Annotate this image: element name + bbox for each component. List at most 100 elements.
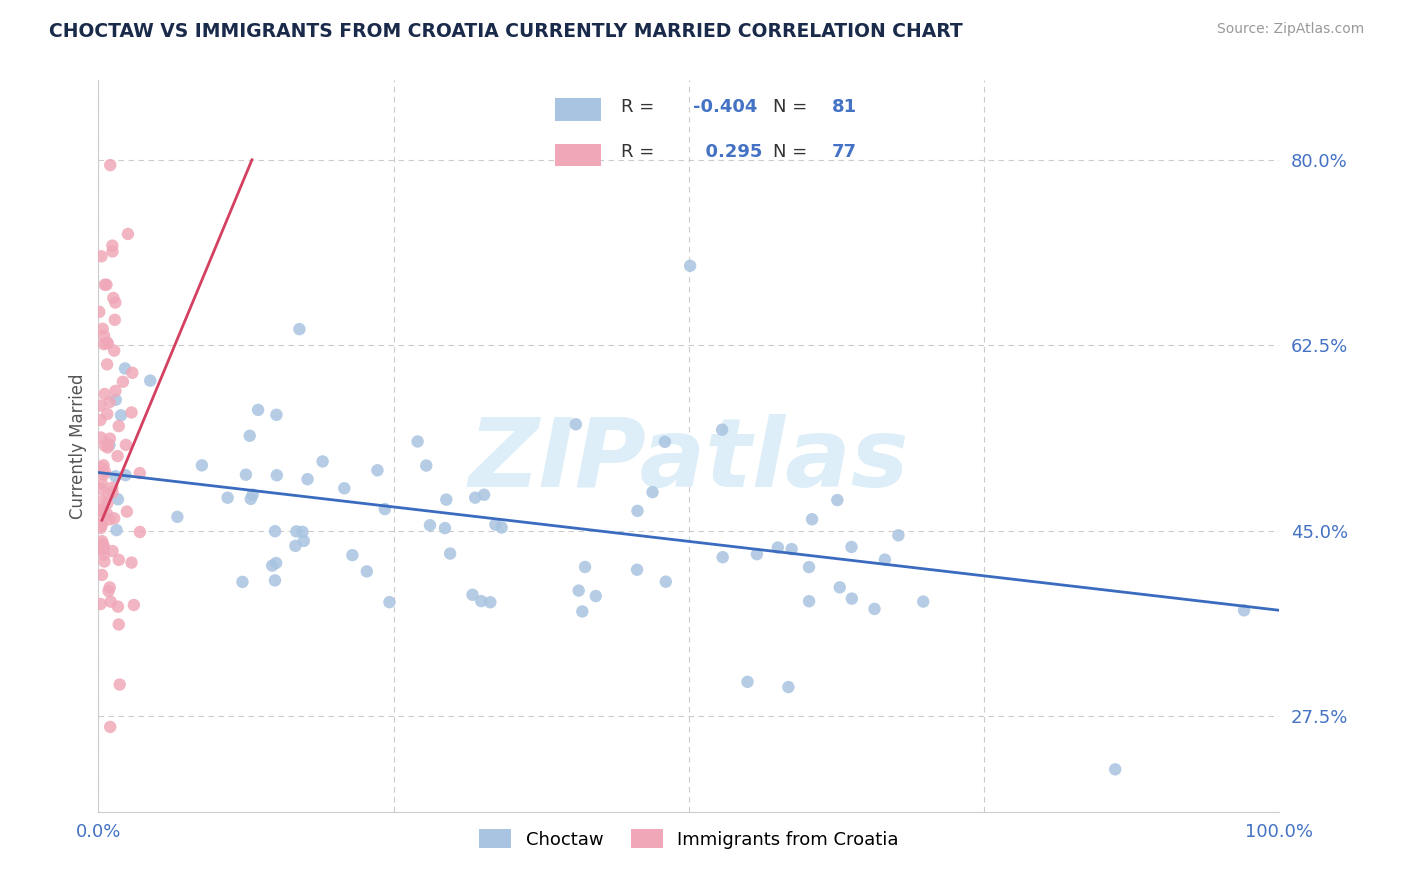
Point bbox=[107, 449, 129, 463]
Text: -0.404: -0.404 bbox=[693, 97, 758, 116]
Point bbox=[89, 305, 111, 319]
FancyBboxPatch shape bbox=[554, 144, 600, 166]
Point bbox=[117, 227, 139, 241]
Point bbox=[98, 395, 121, 409]
Point bbox=[571, 604, 593, 618]
Point bbox=[217, 491, 239, 505]
Point bbox=[91, 322, 114, 336]
Point bbox=[105, 523, 128, 537]
Point bbox=[565, 417, 588, 432]
Point bbox=[887, 528, 910, 542]
Point bbox=[115, 438, 138, 452]
Point bbox=[107, 553, 129, 567]
Point bbox=[626, 563, 648, 577]
Point bbox=[415, 458, 437, 473]
Point bbox=[93, 541, 115, 556]
Text: N =: N = bbox=[773, 97, 807, 116]
Point bbox=[801, 512, 824, 526]
Point bbox=[239, 429, 262, 443]
Text: CHOCTAW VS IMMIGRANTS FROM CROATIA CURRENTLY MARRIED CORRELATION CHART: CHOCTAW VS IMMIGRANTS FROM CROATIA CURRE… bbox=[49, 22, 963, 41]
Point bbox=[100, 595, 122, 609]
Point bbox=[96, 407, 118, 421]
Point bbox=[93, 328, 115, 343]
Point bbox=[98, 158, 121, 172]
Point bbox=[93, 548, 115, 562]
Point bbox=[101, 481, 124, 495]
Text: R =: R = bbox=[620, 97, 654, 116]
Point bbox=[711, 423, 734, 437]
Point bbox=[101, 485, 124, 500]
Point bbox=[231, 574, 253, 589]
Point bbox=[262, 558, 284, 573]
Point bbox=[104, 469, 127, 483]
Point bbox=[356, 565, 378, 579]
Point bbox=[378, 595, 401, 609]
Point bbox=[745, 547, 768, 561]
Point bbox=[94, 465, 117, 479]
Point bbox=[311, 454, 333, 468]
Point bbox=[472, 488, 495, 502]
Point bbox=[89, 597, 111, 611]
Point bbox=[333, 481, 356, 495]
Legend: Choctaw, Immigrants from Croatia: Choctaw, Immigrants from Croatia bbox=[470, 820, 908, 857]
Point bbox=[91, 568, 114, 582]
Point bbox=[101, 544, 124, 558]
Point bbox=[841, 540, 863, 554]
Point bbox=[90, 504, 112, 518]
Point bbox=[284, 539, 307, 553]
Point bbox=[247, 403, 270, 417]
Point bbox=[90, 431, 112, 445]
Point bbox=[90, 249, 112, 263]
Point bbox=[104, 295, 127, 310]
Point bbox=[110, 409, 132, 423]
Point bbox=[827, 493, 849, 508]
Point bbox=[98, 432, 121, 446]
Point bbox=[585, 589, 607, 603]
Text: 77: 77 bbox=[832, 143, 858, 161]
Point bbox=[766, 541, 789, 555]
Point bbox=[464, 491, 486, 505]
Text: 0.295: 0.295 bbox=[693, 143, 762, 161]
Point bbox=[655, 574, 678, 589]
Point bbox=[115, 505, 138, 519]
Point bbox=[139, 374, 162, 388]
Point bbox=[291, 524, 314, 539]
Point bbox=[828, 580, 851, 594]
Point bbox=[93, 458, 115, 473]
Point bbox=[841, 591, 863, 606]
Point bbox=[90, 516, 112, 530]
Point bbox=[863, 602, 886, 616]
Point bbox=[479, 595, 502, 609]
Point bbox=[90, 504, 112, 518]
Point bbox=[711, 550, 734, 565]
Point bbox=[873, 552, 896, 566]
Point bbox=[342, 548, 364, 562]
Point bbox=[737, 674, 759, 689]
Point bbox=[91, 534, 114, 549]
Point bbox=[128, 466, 150, 480]
Point bbox=[129, 524, 152, 539]
Point bbox=[89, 399, 111, 413]
Point bbox=[89, 413, 111, 427]
Point bbox=[374, 502, 396, 516]
Point bbox=[461, 588, 484, 602]
Point bbox=[1233, 603, 1256, 617]
Point bbox=[104, 384, 127, 398]
Point bbox=[1104, 762, 1126, 776]
Point bbox=[491, 520, 513, 534]
Point bbox=[96, 496, 118, 510]
Point bbox=[166, 509, 188, 524]
Point bbox=[107, 599, 129, 614]
Point bbox=[266, 468, 288, 483]
Point bbox=[679, 259, 702, 273]
Point bbox=[107, 419, 129, 434]
Point bbox=[242, 487, 264, 501]
Point bbox=[433, 521, 456, 535]
Point bbox=[778, 680, 800, 694]
Point bbox=[235, 467, 257, 482]
Point bbox=[121, 556, 143, 570]
Point bbox=[103, 343, 125, 358]
Point bbox=[93, 387, 115, 401]
Point bbox=[292, 533, 315, 548]
Point bbox=[98, 438, 121, 452]
